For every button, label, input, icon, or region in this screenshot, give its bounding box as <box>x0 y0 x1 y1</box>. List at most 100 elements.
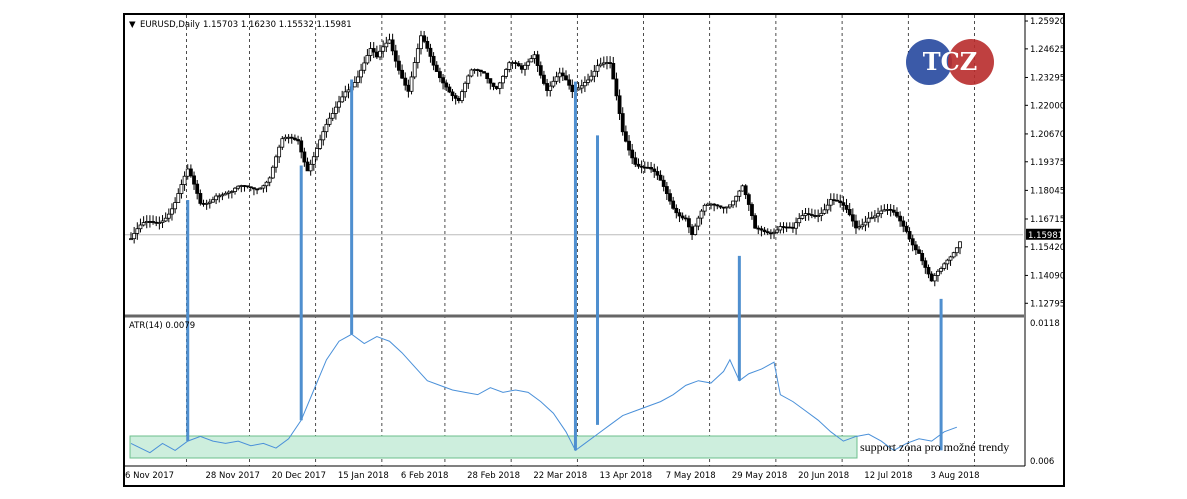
candle-body <box>154 221 159 224</box>
date-tick-label: 6 Nov 2017 <box>125 471 174 481</box>
candle-body <box>333 106 338 114</box>
candle-body <box>633 157 638 165</box>
atr-series <box>130 333 958 454</box>
candle-body <box>589 75 594 81</box>
candle-body <box>343 91 348 98</box>
candle-body <box>756 227 761 230</box>
candle-body <box>422 35 427 42</box>
candle-body <box>611 62 616 80</box>
candle-body <box>775 229 780 233</box>
candle-body <box>381 46 386 52</box>
candle-body <box>494 86 499 89</box>
candle-body <box>592 70 597 77</box>
candle-body <box>888 208 893 211</box>
candle-body <box>308 163 313 172</box>
candle-body <box>586 79 590 83</box>
candle-body <box>438 71 442 79</box>
candle-body <box>242 185 247 187</box>
candle-body <box>163 217 168 222</box>
candle-body <box>753 215 758 229</box>
candle-body <box>778 226 783 231</box>
candle-body <box>772 231 776 234</box>
price-tick-label: 1.14090 <box>1030 271 1063 281</box>
date-tick-label: 6 Feb 2018 <box>401 471 449 481</box>
candle-body <box>762 229 767 233</box>
candle-body <box>466 75 471 84</box>
candle-body <box>412 62 417 78</box>
candle-body <box>223 192 228 196</box>
candle-body <box>378 50 382 58</box>
chart-header-triangle: ▼ <box>129 20 136 30</box>
candle-body <box>233 187 237 192</box>
candle-body <box>239 185 244 187</box>
candle-body <box>529 58 534 63</box>
chart-window: 1.25920 1.24625 1.23295 1.22000 1.20670 1.193… <box>123 13 1065 487</box>
atr-line <box>130 333 958 454</box>
candle-body <box>447 86 452 93</box>
candle-body <box>173 202 178 210</box>
candle-body <box>664 186 669 195</box>
candle-body <box>532 54 537 59</box>
candle-body <box>406 84 411 92</box>
candle-body <box>374 51 379 58</box>
candle-body <box>523 64 527 70</box>
candle-body <box>649 167 653 170</box>
candle-body <box>945 259 950 265</box>
candle-body <box>715 204 720 207</box>
candle-body <box>598 63 603 67</box>
candle-body <box>211 199 215 203</box>
candle-body <box>346 89 351 93</box>
candle-body <box>731 200 735 206</box>
candle-body <box>800 215 805 219</box>
candle-body <box>252 187 256 190</box>
candle-body <box>507 62 512 70</box>
candle-body <box>929 273 934 282</box>
volatility-markers <box>186 79 943 451</box>
candle-body <box>258 187 263 190</box>
candle-body <box>453 95 458 99</box>
current-price-box <box>1026 228 1061 240</box>
candle-body <box>204 202 209 205</box>
candle-body <box>923 260 928 268</box>
candle-body <box>901 220 906 227</box>
candle-body <box>434 64 439 72</box>
candle-body <box>620 113 625 133</box>
atr-tick-label: 0.0118 <box>1030 319 1060 329</box>
date-tick-label: 15 Jan 2018 <box>338 471 389 481</box>
candle-body <box>841 202 846 206</box>
candle-body <box>280 138 285 148</box>
candle-body <box>595 65 600 72</box>
candle-body <box>400 69 404 79</box>
candle-body <box>702 204 707 212</box>
candle-body <box>485 72 490 79</box>
candle-body <box>289 136 294 139</box>
candle-body <box>166 213 171 219</box>
candle-body <box>746 194 751 205</box>
atr-header: ATR(14) 0.0079 <box>129 321 195 331</box>
candle-body <box>248 186 253 189</box>
candle-body <box>737 190 742 197</box>
candle-body <box>920 253 925 262</box>
candle-body <box>491 82 496 87</box>
date-tick-label: 28 Feb 2018 <box>467 471 520 481</box>
price-tick-label: 1.12795 <box>1030 299 1063 309</box>
candle-body <box>932 275 937 282</box>
candle-body <box>513 62 518 64</box>
price-tick-label: 1.25920 <box>1030 17 1063 27</box>
candle-body <box>182 175 187 185</box>
support-zone <box>129 435 858 459</box>
candle-body <box>819 212 824 216</box>
candle-body <box>516 63 521 67</box>
candle-body <box>460 91 464 102</box>
candle-body <box>488 78 493 84</box>
candle-body <box>315 147 319 158</box>
candle-body <box>639 165 644 168</box>
candle-body <box>456 97 461 102</box>
candle-body <box>299 140 304 153</box>
candle-body <box>220 194 225 197</box>
axes: 1.25920 1.24625 1.23295 1.22000 1.20670 1.193… <box>125 15 1063 481</box>
candle-body <box>545 83 549 91</box>
candle-body <box>913 244 918 251</box>
candle-body <box>866 217 871 223</box>
date-tick-label: 20 Jun 2018 <box>798 471 849 481</box>
